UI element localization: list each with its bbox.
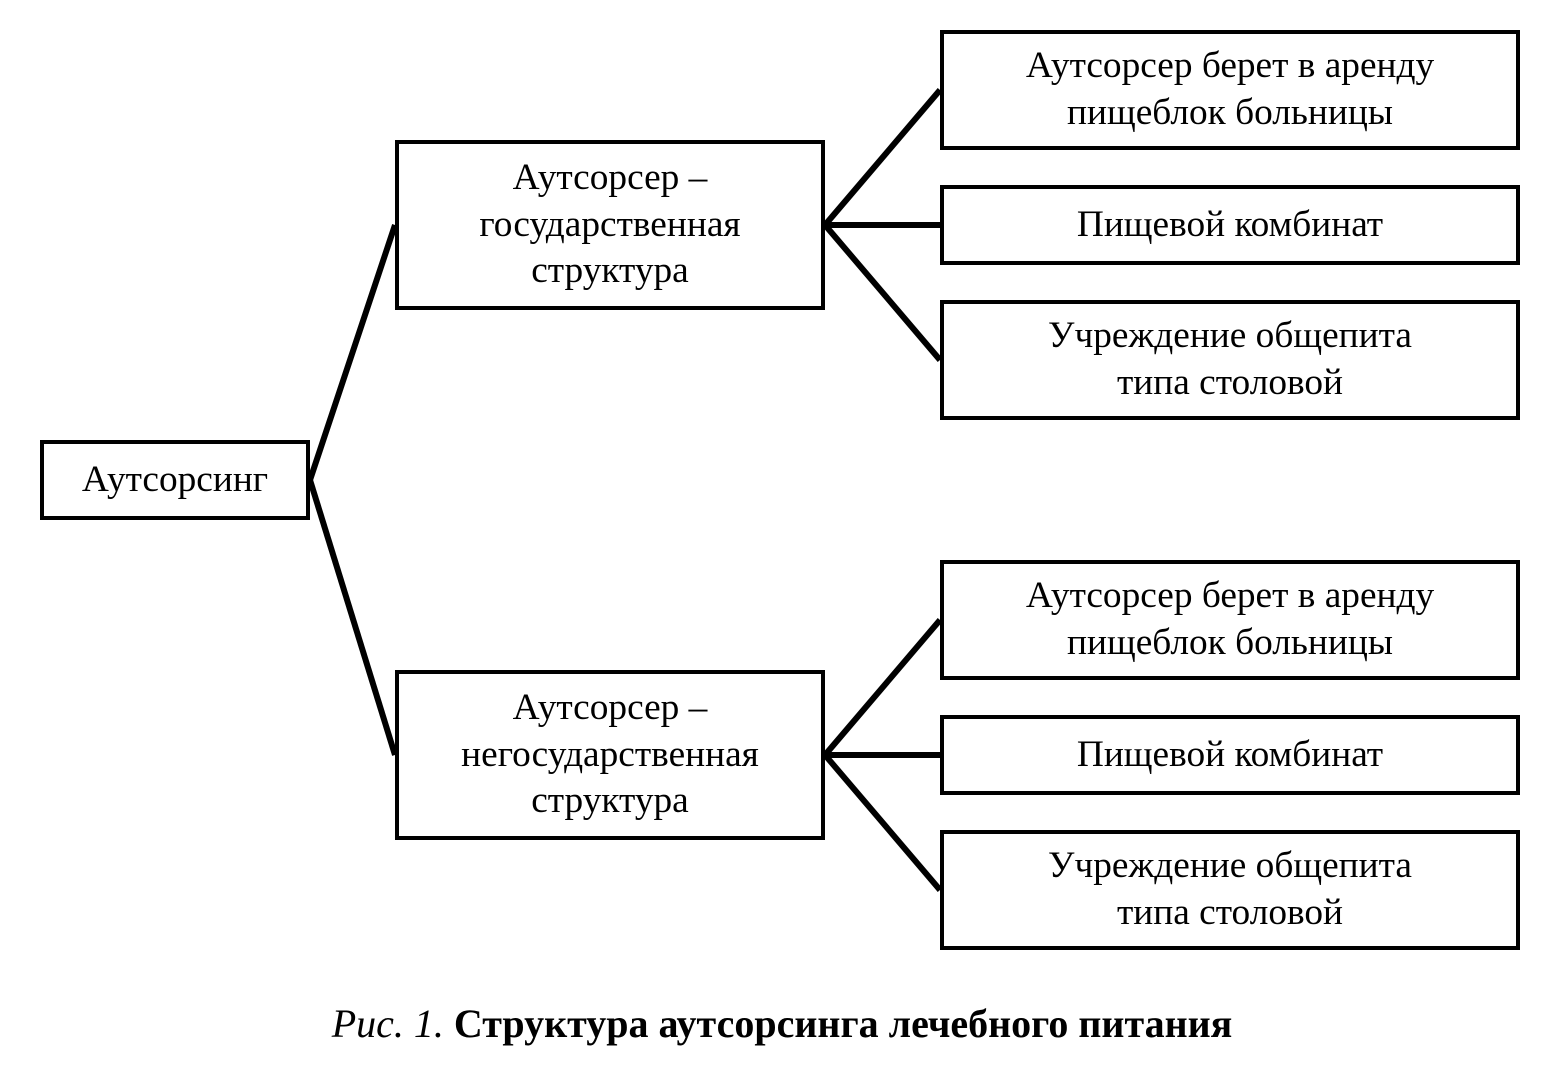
tree-node-l2a: Аутсорсер берет в аренду пищеблок больни… xyxy=(940,560,1520,680)
tree-node-l1c: Учреждение общепита типа столовой xyxy=(940,300,1520,420)
caption-prefix: Рис. 1. xyxy=(332,1001,444,1046)
tree-edge xyxy=(310,225,395,480)
tree-node-mid2: Аутсорсер – негосударственная структура xyxy=(395,670,825,840)
figure-caption: Рис. 1. Структура аутсорсинга лечебного … xyxy=(0,1000,1564,1047)
tree-node-mid1: Аутсорсер – государственная структура xyxy=(395,140,825,310)
tree-edge xyxy=(825,225,940,360)
tree-node-l1a: Аутсорсер берет в аренду пищеблок больни… xyxy=(940,30,1520,150)
tree-edge xyxy=(825,90,940,225)
caption-title: Структура аутсорсинга лечебного питания xyxy=(454,1001,1232,1046)
diagram-container: Рис. 1. Структура аутсорсинга лечебного … xyxy=(0,0,1564,1080)
tree-node-l2c: Учреждение общепита типа столовой xyxy=(940,830,1520,950)
tree-edge xyxy=(310,480,395,755)
tree-node-l2b: Пищевой комбинат xyxy=(940,715,1520,795)
tree-edge xyxy=(825,755,940,890)
tree-node-l1b: Пищевой комбинат xyxy=(940,185,1520,265)
tree-edge xyxy=(825,620,940,755)
tree-node-root: Аутсорсинг xyxy=(40,440,310,520)
